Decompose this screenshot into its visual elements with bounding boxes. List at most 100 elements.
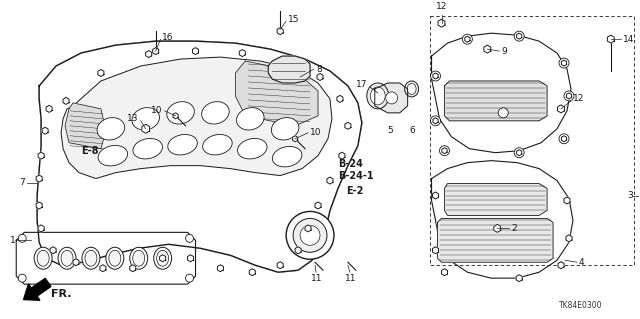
Ellipse shape bbox=[37, 250, 49, 266]
Polygon shape bbox=[442, 269, 447, 276]
Polygon shape bbox=[146, 51, 152, 57]
Polygon shape bbox=[445, 81, 547, 121]
Polygon shape bbox=[561, 136, 566, 142]
Ellipse shape bbox=[273, 146, 302, 167]
Polygon shape bbox=[375, 83, 408, 113]
Bar bbox=[429, 16, 634, 265]
Circle shape bbox=[18, 234, 26, 242]
Ellipse shape bbox=[106, 247, 124, 269]
Polygon shape bbox=[339, 152, 345, 159]
Ellipse shape bbox=[367, 83, 388, 109]
Polygon shape bbox=[558, 262, 564, 269]
Text: 9: 9 bbox=[501, 47, 507, 56]
Circle shape bbox=[431, 71, 440, 81]
Circle shape bbox=[286, 211, 334, 259]
Polygon shape bbox=[557, 105, 564, 113]
Polygon shape bbox=[36, 175, 42, 182]
Polygon shape bbox=[345, 122, 351, 129]
Ellipse shape bbox=[157, 250, 168, 266]
Text: 6: 6 bbox=[410, 126, 415, 135]
Text: 2: 2 bbox=[511, 224, 517, 233]
Circle shape bbox=[514, 31, 524, 41]
Text: B-24: B-24 bbox=[338, 159, 363, 169]
Polygon shape bbox=[37, 41, 362, 272]
Text: E-8: E-8 bbox=[81, 146, 99, 156]
Polygon shape bbox=[295, 247, 301, 254]
Ellipse shape bbox=[168, 135, 197, 155]
Text: 7: 7 bbox=[19, 178, 25, 187]
Polygon shape bbox=[564, 197, 570, 204]
Text: 17: 17 bbox=[356, 80, 368, 89]
Polygon shape bbox=[305, 225, 311, 232]
Circle shape bbox=[186, 274, 193, 282]
Polygon shape bbox=[317, 73, 323, 80]
Polygon shape bbox=[73, 259, 79, 266]
Polygon shape bbox=[561, 60, 566, 66]
Circle shape bbox=[499, 108, 508, 118]
Text: 12: 12 bbox=[436, 2, 447, 11]
Ellipse shape bbox=[97, 118, 125, 140]
Polygon shape bbox=[16, 232, 195, 284]
Polygon shape bbox=[607, 35, 614, 43]
Circle shape bbox=[431, 116, 440, 126]
Circle shape bbox=[186, 234, 193, 242]
Ellipse shape bbox=[154, 247, 172, 269]
Polygon shape bbox=[249, 269, 255, 276]
Polygon shape bbox=[61, 57, 332, 179]
Polygon shape bbox=[433, 192, 438, 199]
Polygon shape bbox=[239, 49, 245, 56]
Polygon shape bbox=[516, 275, 522, 282]
Text: 16: 16 bbox=[162, 33, 173, 42]
Polygon shape bbox=[277, 28, 283, 35]
Polygon shape bbox=[100, 265, 106, 272]
Polygon shape bbox=[442, 148, 447, 154]
Ellipse shape bbox=[109, 250, 121, 266]
Circle shape bbox=[559, 134, 569, 144]
Polygon shape bbox=[236, 61, 318, 126]
Polygon shape bbox=[566, 235, 572, 242]
Ellipse shape bbox=[404, 81, 419, 97]
Polygon shape bbox=[218, 265, 223, 272]
Ellipse shape bbox=[34, 247, 52, 269]
Ellipse shape bbox=[202, 102, 229, 124]
Text: 12: 12 bbox=[573, 94, 584, 103]
Text: 4: 4 bbox=[579, 258, 584, 267]
Ellipse shape bbox=[58, 247, 76, 269]
Circle shape bbox=[564, 91, 574, 101]
Ellipse shape bbox=[98, 145, 127, 166]
Text: 8: 8 bbox=[316, 64, 322, 73]
Ellipse shape bbox=[132, 250, 145, 266]
Polygon shape bbox=[37, 41, 362, 272]
Polygon shape bbox=[159, 255, 166, 262]
Circle shape bbox=[559, 58, 569, 68]
Text: 13: 13 bbox=[127, 114, 139, 123]
Circle shape bbox=[293, 219, 327, 252]
Circle shape bbox=[18, 274, 26, 282]
Polygon shape bbox=[50, 247, 56, 254]
Circle shape bbox=[514, 148, 524, 158]
Polygon shape bbox=[516, 150, 522, 156]
Polygon shape bbox=[433, 73, 438, 79]
Ellipse shape bbox=[61, 250, 73, 266]
Ellipse shape bbox=[203, 135, 232, 155]
Polygon shape bbox=[38, 152, 44, 159]
Ellipse shape bbox=[133, 138, 163, 159]
Ellipse shape bbox=[130, 247, 148, 269]
Polygon shape bbox=[431, 161, 573, 278]
Text: 14: 14 bbox=[623, 35, 634, 44]
Circle shape bbox=[300, 226, 320, 245]
Ellipse shape bbox=[407, 84, 416, 94]
Polygon shape bbox=[193, 48, 198, 55]
Polygon shape bbox=[142, 124, 150, 133]
Text: TK84E0300: TK84E0300 bbox=[559, 301, 602, 310]
Polygon shape bbox=[433, 118, 438, 124]
Polygon shape bbox=[24, 278, 51, 300]
Polygon shape bbox=[188, 255, 193, 262]
Text: E-2: E-2 bbox=[346, 186, 364, 196]
Ellipse shape bbox=[237, 108, 264, 130]
Circle shape bbox=[386, 92, 397, 104]
Polygon shape bbox=[153, 48, 159, 55]
Text: 1: 1 bbox=[10, 236, 15, 245]
Text: 10: 10 bbox=[151, 106, 163, 115]
Ellipse shape bbox=[237, 138, 267, 159]
